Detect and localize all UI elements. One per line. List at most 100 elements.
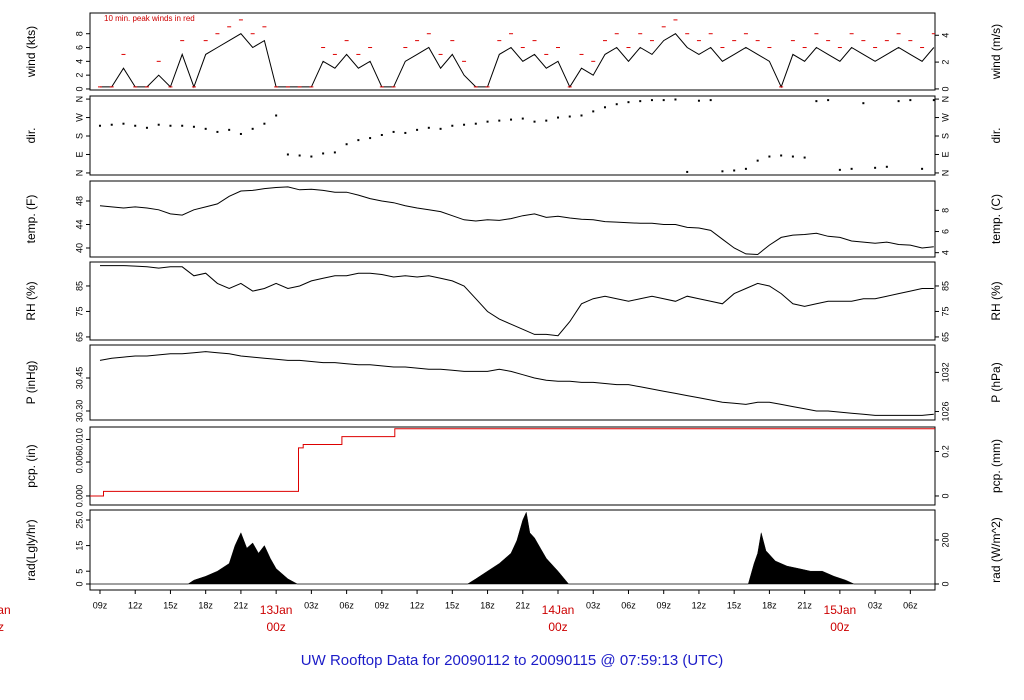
y2-tick-label: 2 xyxy=(940,60,950,65)
day-sub-label: 00z xyxy=(830,620,849,634)
plot-area xyxy=(99,186,934,256)
y-axis-label: temp. (F) xyxy=(24,195,38,244)
data-point xyxy=(416,128,419,131)
x-tick-label: 06z xyxy=(903,600,918,610)
data-point xyxy=(568,115,571,118)
data-point xyxy=(251,127,254,130)
data-point xyxy=(827,99,830,102)
data-point xyxy=(333,151,336,154)
step-line xyxy=(90,428,935,497)
y2-tick-label: S xyxy=(940,133,950,139)
y-axis-label: wind (kts) xyxy=(24,26,38,78)
data-point xyxy=(134,124,137,127)
x-tick-label: 21z xyxy=(516,600,531,610)
y2-axis-label: rad (W/m^2) xyxy=(989,517,1003,583)
data-point xyxy=(815,100,818,103)
data-point xyxy=(650,99,653,102)
x-tick-label: 18z xyxy=(198,600,213,610)
data-point xyxy=(662,99,665,102)
data-point xyxy=(110,123,113,126)
data-point xyxy=(803,156,806,159)
data-point xyxy=(697,99,700,102)
y-tick-label: 5 xyxy=(74,569,84,574)
data-point xyxy=(862,102,865,105)
y-tick-label: E xyxy=(74,151,84,157)
data-point xyxy=(263,122,266,125)
data-point xyxy=(932,99,935,102)
x-tick-label: 12z xyxy=(128,600,143,610)
plot-area xyxy=(99,351,934,416)
y-tick-label: 75 xyxy=(74,306,84,316)
y-tick-label: 0.010 xyxy=(74,428,84,451)
data-point xyxy=(181,124,184,127)
data-point xyxy=(369,137,372,140)
x-tick-label: 12z xyxy=(692,600,707,610)
panel-frame xyxy=(89,344,936,421)
x-tick-label: 12z xyxy=(410,600,425,610)
y-tick-label: 8 xyxy=(74,31,84,36)
chart-title: UW Rooftop Data for 20090112 to 20090115… xyxy=(301,652,723,669)
data-point xyxy=(204,127,207,130)
data-point xyxy=(615,103,618,106)
panel-frame xyxy=(89,261,936,341)
y2-axis-label: wind (m/s) xyxy=(989,24,1003,80)
y2-axis-label: dir. xyxy=(989,127,1003,143)
data-point xyxy=(921,167,924,170)
y-tick-label: 25.0 xyxy=(74,511,84,529)
x-tick-label: 15z xyxy=(727,600,742,610)
y2-tick-label: W xyxy=(940,113,950,122)
data-point xyxy=(674,98,677,101)
y-tick-label: 15 xyxy=(74,541,84,551)
y-tick-label: 4 xyxy=(74,59,84,64)
data-point xyxy=(474,122,477,125)
y2-tick-label: N xyxy=(940,170,950,177)
data-point xyxy=(157,123,160,126)
y-tick-label: 2 xyxy=(74,73,84,78)
data-point xyxy=(768,155,771,158)
y2-axis-label: pcp. (mm) xyxy=(989,439,1003,493)
day-label: 13Jan xyxy=(260,603,293,617)
data-point xyxy=(639,100,642,103)
panel-frame xyxy=(89,180,936,258)
day-sub-label: 00z xyxy=(0,620,4,634)
data-line xyxy=(100,265,934,337)
data-point xyxy=(404,131,407,134)
x-tick-label: 15z xyxy=(445,600,460,610)
day-sub-label: 00z xyxy=(548,620,567,634)
data-point xyxy=(874,166,877,169)
panel-frame xyxy=(89,509,936,591)
plot-area xyxy=(90,428,935,497)
y-tick-label: 0 xyxy=(74,581,84,586)
data-point xyxy=(909,99,912,102)
data-point xyxy=(510,118,513,121)
data-point xyxy=(780,154,783,157)
y2-tick-label: 0.2 xyxy=(940,445,950,458)
x-tick-label: 21z xyxy=(234,600,249,610)
data-point xyxy=(228,128,231,131)
y-tick-label: S xyxy=(74,133,84,139)
data-area xyxy=(90,511,935,585)
x-tick-label: 03z xyxy=(586,600,601,610)
data-point xyxy=(392,130,395,133)
annotation: 10 min. peak winds in red xyxy=(104,14,195,23)
data-point xyxy=(439,127,442,130)
data-point xyxy=(521,117,524,120)
y-tick-label: W xyxy=(74,113,84,122)
y2-tick-label: 0 xyxy=(940,582,950,587)
data-point xyxy=(744,167,747,170)
y2-tick-label: E xyxy=(940,151,950,157)
data-point xyxy=(721,170,724,173)
data-point xyxy=(897,100,900,103)
data-point xyxy=(345,143,348,146)
data-point xyxy=(380,133,383,136)
data-point xyxy=(169,124,172,127)
plot-area xyxy=(98,98,935,173)
day-sub-label: 00z xyxy=(266,620,285,634)
y-tick-label: N xyxy=(74,96,84,103)
x-tick-label: 06z xyxy=(621,600,636,610)
data-point xyxy=(145,126,148,129)
data-point xyxy=(451,124,454,127)
y2-tick-label: 4 xyxy=(940,250,950,255)
data-point xyxy=(98,124,101,127)
y2-axis-label: temp. (C) xyxy=(989,194,1003,244)
